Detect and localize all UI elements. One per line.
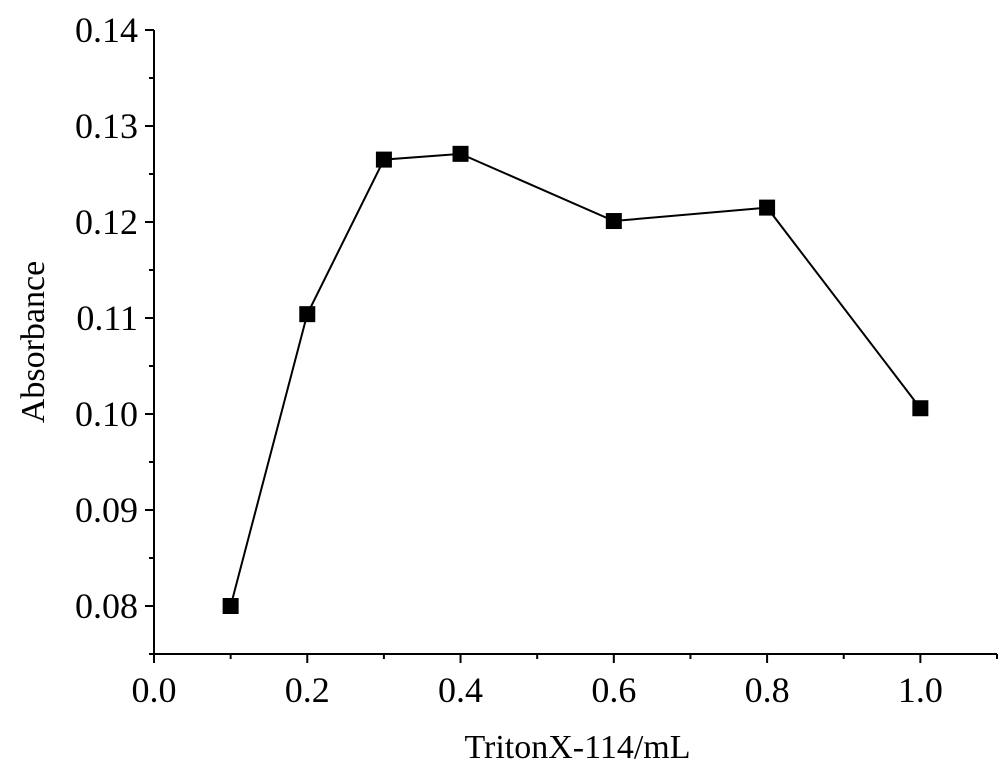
y-tick-label-1: 0.09	[75, 490, 138, 530]
data-point-3	[452, 145, 469, 162]
x-tick-label-1: 0.2	[285, 670, 330, 710]
x-tick-label-5: 1.0	[898, 670, 943, 710]
y-tick-label-5: 0.13	[75, 106, 138, 146]
x-tick-label-3: 0.6	[591, 670, 636, 710]
x-tick-label-4: 0.8	[745, 670, 790, 710]
data-point-2	[375, 151, 392, 168]
x-axis-ticks: 0.0 0.2 0.4 0.6 0.8 1.0	[132, 654, 998, 710]
x-axis-title: TritonX-114/mL	[464, 729, 690, 766]
x-tick-label-2: 0.4	[438, 670, 483, 710]
y-tick-label-4: 0.12	[75, 202, 138, 242]
data-point-6	[912, 400, 929, 417]
y-axis-ticks: 0.08 0.09 0.10 0.11 0.12 0.13 0.14	[75, 10, 154, 655]
series-line-0	[229, 152, 922, 607]
y-tick-label-0: 0.08	[75, 586, 138, 626]
data-point-0	[222, 598, 239, 614]
y-tick-label-2: 0.10	[75, 394, 138, 434]
y-axis-title: Absorbance	[15, 261, 52, 423]
data-point-4	[605, 213, 622, 230]
series-group	[222, 145, 929, 614]
data-point-5	[759, 199, 776, 216]
y-tick-label-6: 0.14	[75, 10, 138, 50]
x-tick-label-0: 0.0	[132, 670, 177, 710]
y-tick-label-3: 0.11	[76, 298, 138, 338]
data-point-1	[299, 306, 316, 323]
